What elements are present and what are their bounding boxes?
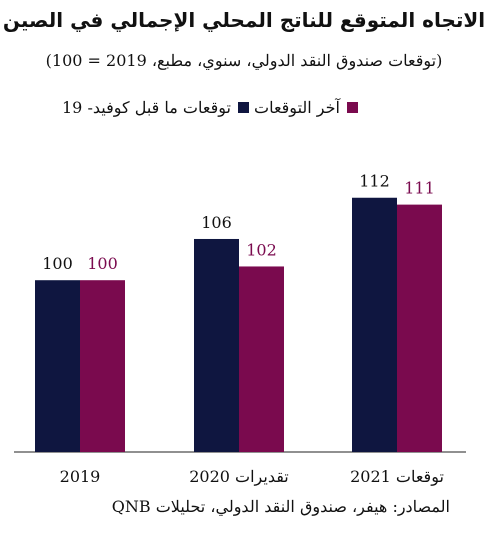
legend-label-latest: آخر التوقعات (254, 97, 340, 117)
x-tick-label-0: 2019 (60, 467, 101, 486)
bar-pre-covid-2 (352, 197, 397, 452)
data-label-pre-covid-1: 106 (201, 213, 232, 232)
data-label-pre-covid-0: 100 (42, 254, 73, 273)
legend-swatch-pre-covid (237, 101, 249, 113)
x-tick-label-1: تقديرات 2020 (189, 467, 289, 486)
data-label-latest-0: 100 (87, 254, 118, 273)
legend: آخر التوقعات توقعات ما قبل كوفيد- 19 (0, 96, 488, 118)
chart-subtitle: (توقعات صندوق النقد الدولي، سنوي، مطبع، … (45, 51, 443, 70)
legend-swatch-latest (346, 101, 358, 113)
legend-label-pre-covid: توقعات ما قبل كوفيد- 19 (62, 97, 231, 117)
bar-latest-2 (397, 204, 442, 452)
data-label-pre-covid-2: 112 (359, 172, 390, 191)
bar-pre-covid-1 (194, 238, 239, 452)
legend-item-latest: آخر التوقعات (254, 96, 358, 118)
legend-item-pre-covid: توقعات ما قبل كوفيد- 19 (62, 96, 249, 118)
data-label-latest-2: 111 (404, 179, 435, 198)
x-tick-label-2: توقعات 2021 (350, 467, 444, 486)
bar-pre-covid-0 (35, 280, 80, 452)
chart-title: الاتجاه المتوقع للناتج المحلي الإجمالي ف… (2, 8, 486, 32)
bar-latest-1 (239, 266, 284, 452)
bar-latest-0 (80, 280, 125, 452)
data-label-latest-1: 102 (246, 240, 277, 259)
source-note: المصادر: هيفر، صندوق النقد الدولي، تحليل… (111, 497, 450, 516)
